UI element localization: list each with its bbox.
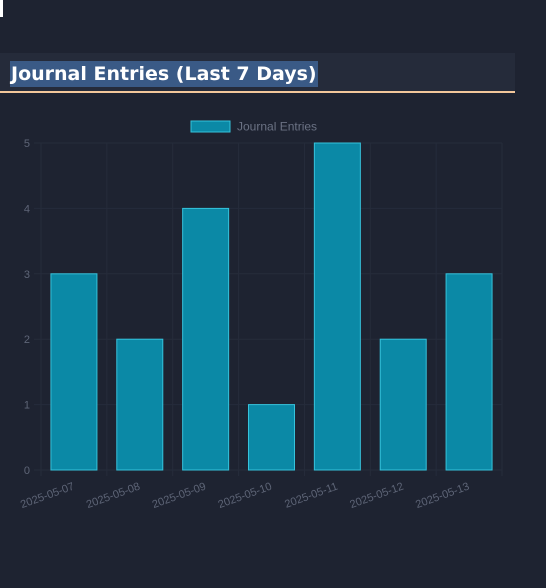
x-tick-label: 2025-05-10 bbox=[217, 481, 274, 512]
y-tick-label: 2 bbox=[24, 334, 30, 346]
legend-label: Journal Entries bbox=[237, 120, 317, 134]
bar-2025-05-10 bbox=[248, 404, 295, 471]
x-axis: 2025-05-07 2025-05-08 2025-05-09 2025-05-10… bbox=[19, 481, 471, 512]
y-tick-label: 0 bbox=[24, 465, 30, 477]
y-tick-label: 1 bbox=[24, 400, 30, 412]
y-tick-label: 5 bbox=[24, 138, 30, 150]
bar-2025-05-08 bbox=[116, 338, 164, 471]
panel-header: Journal Entries (Last 7 Days) bbox=[0, 53, 515, 93]
corner-mark bbox=[0, 0, 3, 17]
y-axis: 0 1 2 3 4 5 bbox=[24, 138, 30, 477]
bar-2025-05-12 bbox=[379, 338, 427, 471]
panel-title: Journal Entries (Last 7 Days) bbox=[10, 61, 318, 87]
x-tick-label: 2025-05-13 bbox=[414, 481, 471, 512]
x-tick-label: 2025-05-11 bbox=[283, 481, 339, 511]
bar-2025-05-09 bbox=[182, 207, 230, 471]
legend-swatch bbox=[190, 120, 231, 133]
bar-series bbox=[50, 142, 493, 471]
y-tick-label: 3 bbox=[24, 269, 30, 281]
x-tick-label: 2025-05-09 bbox=[151, 481, 208, 512]
chart-grid bbox=[34, 142, 503, 476]
chart-legend[interactable]: Journal Entries bbox=[190, 120, 317, 134]
bar-2025-05-13 bbox=[445, 273, 493, 471]
x-tick-label: 2025-05-12 bbox=[348, 481, 405, 512]
x-tick-label: 2025-05-07 bbox=[19, 481, 76, 512]
y-tick-label: 4 bbox=[24, 203, 30, 215]
x-tick-label: 2025-05-08 bbox=[85, 481, 142, 512]
bar-2025-05-11 bbox=[313, 142, 361, 471]
bar-2025-05-07 bbox=[50, 273, 98, 471]
